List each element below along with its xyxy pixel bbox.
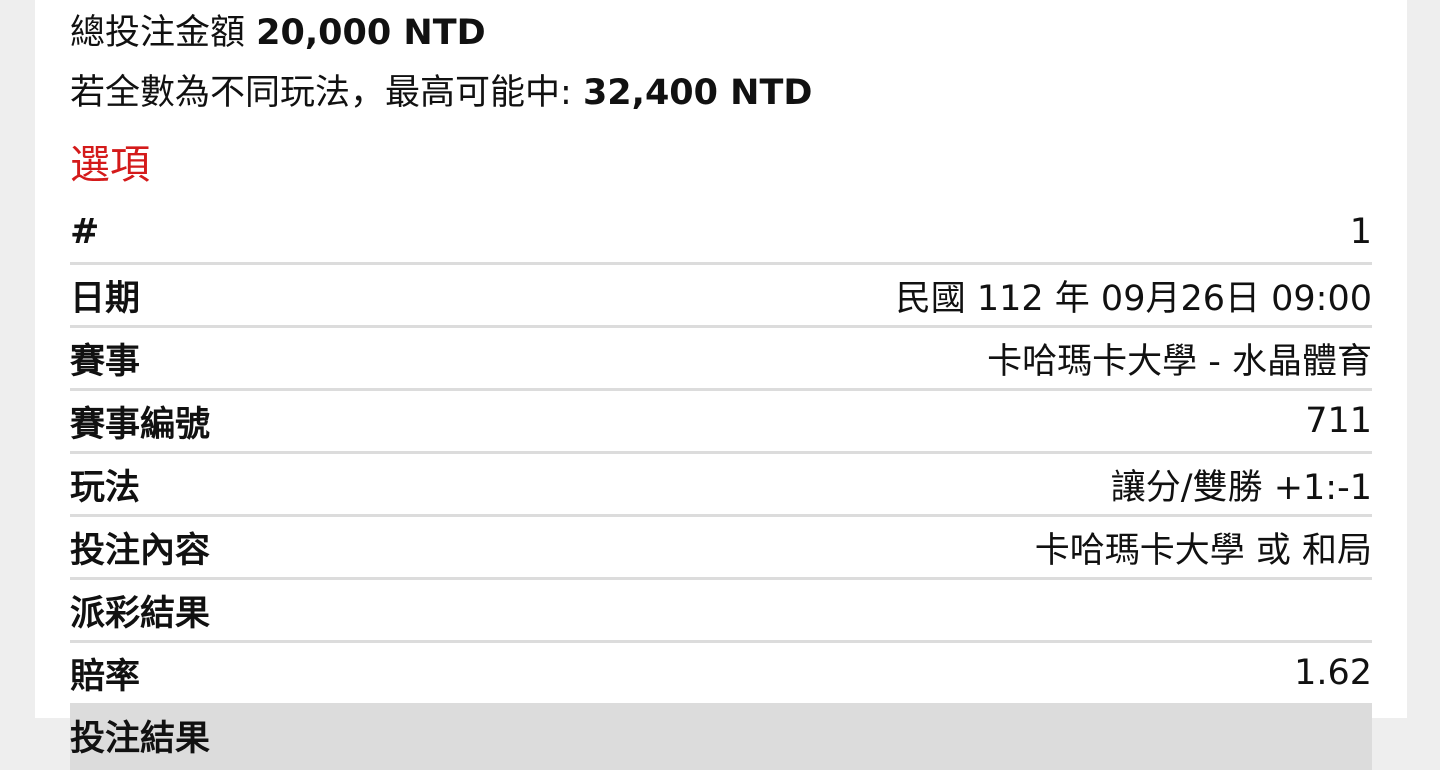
max-win-line: 若全數為不同玩法，最高可能中: 32,400 NTD bbox=[70, 64, 812, 115]
row-label: 賽事 bbox=[70, 341, 141, 382]
row-value: 民國 112 年 09月26日 09:00 bbox=[895, 278, 1372, 319]
row-label: 日期 bbox=[70, 278, 141, 319]
row-label: # bbox=[70, 211, 100, 252]
bet-detail-card: 總投注金額 20,000 NTD 若全數為不同玩法，最高可能中: 32,400 … bbox=[35, 0, 1407, 770]
max-win-label: 若全數為不同玩法，最高可能中: bbox=[70, 73, 572, 113]
row-value: 讓分/雙勝 +1:-1 bbox=[1110, 467, 1372, 508]
table-row: 玩法 讓分/雙勝 +1:-1 bbox=[70, 454, 1372, 517]
total-bet-line: 總投注金額 20,000 NTD bbox=[70, 4, 486, 55]
row-label: 賠率 bbox=[70, 656, 141, 697]
row-value: 1.62 bbox=[1294, 653, 1372, 693]
max-win-value: 32,400 NTD bbox=[582, 73, 813, 113]
bet-detail-table: #1 日期 民國 112 年 09月26日 09:00 賽事 卡哈瑪卡大學 - 水晶… bbox=[70, 201, 1372, 770]
table-row: 投注結果 bbox=[70, 706, 1372, 770]
row-label: 玩法 bbox=[70, 467, 141, 508]
options-title: 選項 bbox=[70, 142, 150, 188]
table-row: #1 bbox=[70, 201, 1372, 265]
row-value: 卡哈瑪卡大學 或 和局 bbox=[1034, 530, 1372, 571]
row-label: 派彩結果 bbox=[70, 593, 211, 634]
total-bet-value: 20,000 NTD bbox=[256, 13, 486, 53]
row-label: 投注內容 bbox=[70, 530, 211, 571]
table-row: 賠率 1.62 bbox=[70, 643, 1372, 706]
row-value: 卡哈瑪卡大學 - 水晶體育 bbox=[987, 341, 1372, 382]
table-row: 賽事 卡哈瑪卡大學 - 水晶體育 bbox=[70, 328, 1372, 391]
row-value: 711 bbox=[1305, 401, 1372, 441]
row-value: 1 bbox=[1349, 211, 1372, 252]
total-bet-label: 總投注金額 bbox=[70, 13, 246, 53]
row-label: 賽事編號 bbox=[70, 404, 211, 445]
table-row: 賽事編號 711 bbox=[70, 391, 1372, 454]
table-row: 日期 民國 112 年 09月26日 09:00 bbox=[70, 265, 1372, 328]
table-row: 派彩結果 bbox=[70, 580, 1372, 643]
table-row: 投注內容 卡哈瑪卡大學 或 和局 bbox=[70, 517, 1372, 580]
